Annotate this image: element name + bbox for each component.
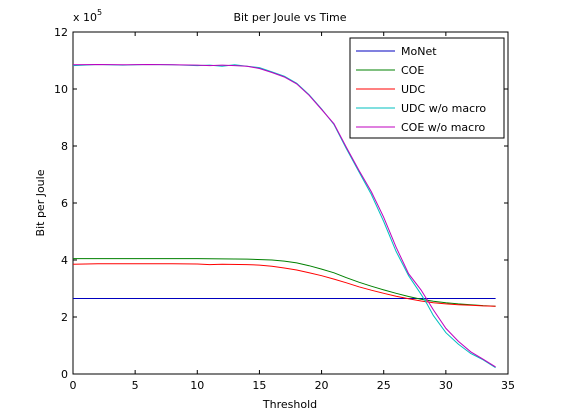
legend-label: UDC <box>401 83 426 96</box>
y-tick-label: 2 <box>61 311 68 324</box>
legend-entries: MoNet COE UDC UDC w/o macro COE w/o macro <box>356 45 486 134</box>
legend-label: MoNet <box>401 45 437 58</box>
y-tick-label: 6 <box>61 197 68 210</box>
x-tick-label: 35 <box>501 379 515 392</box>
chart-title: Bit per Joule vs Time <box>233 11 346 24</box>
legend-label: COE <box>401 64 424 77</box>
series-line-udc <box>72 263 496 307</box>
x-tick-label: 30 <box>439 379 453 392</box>
x-tick-label: 10 <box>190 379 204 392</box>
legend: MoNet COE UDC UDC w/o macro COE w/o macro <box>349 37 505 139</box>
y-tick-label: 8 <box>61 140 68 153</box>
series-line-coe-w-o-macro <box>72 63 496 368</box>
axis-ticks: 0 5 10 15 20 25 30 35 0 2 4 6 8 10 12 <box>54 26 515 392</box>
legend-label: UDC w/o macro <box>401 102 486 115</box>
x-tick-label: 25 <box>377 379 391 392</box>
series-line-coe <box>73 258 496 307</box>
y-tick-label: 4 <box>61 254 68 267</box>
series-lines <box>72 63 496 369</box>
x-tick-label: 0 <box>70 379 77 392</box>
x-tick-label: 20 <box>315 379 329 392</box>
y-tick-label: 10 <box>54 83 68 96</box>
legend-box <box>349 37 505 139</box>
y-multiplier-label: x 105 <box>73 8 102 24</box>
y-multiplier-base: x 10 <box>73 11 97 24</box>
x-axis-label: Threshold <box>262 398 317 411</box>
x-tick-label: 15 <box>252 379 266 392</box>
legend-label: COE w/o macro <box>401 121 485 134</box>
y-tick-label: 12 <box>54 26 68 39</box>
y-multiplier-exponent: 5 <box>97 8 102 17</box>
y-axis-label: Bit per Joule <box>34 169 47 236</box>
x-tick-label: 5 <box>132 379 139 392</box>
y-tick-label: 0 <box>61 368 68 381</box>
